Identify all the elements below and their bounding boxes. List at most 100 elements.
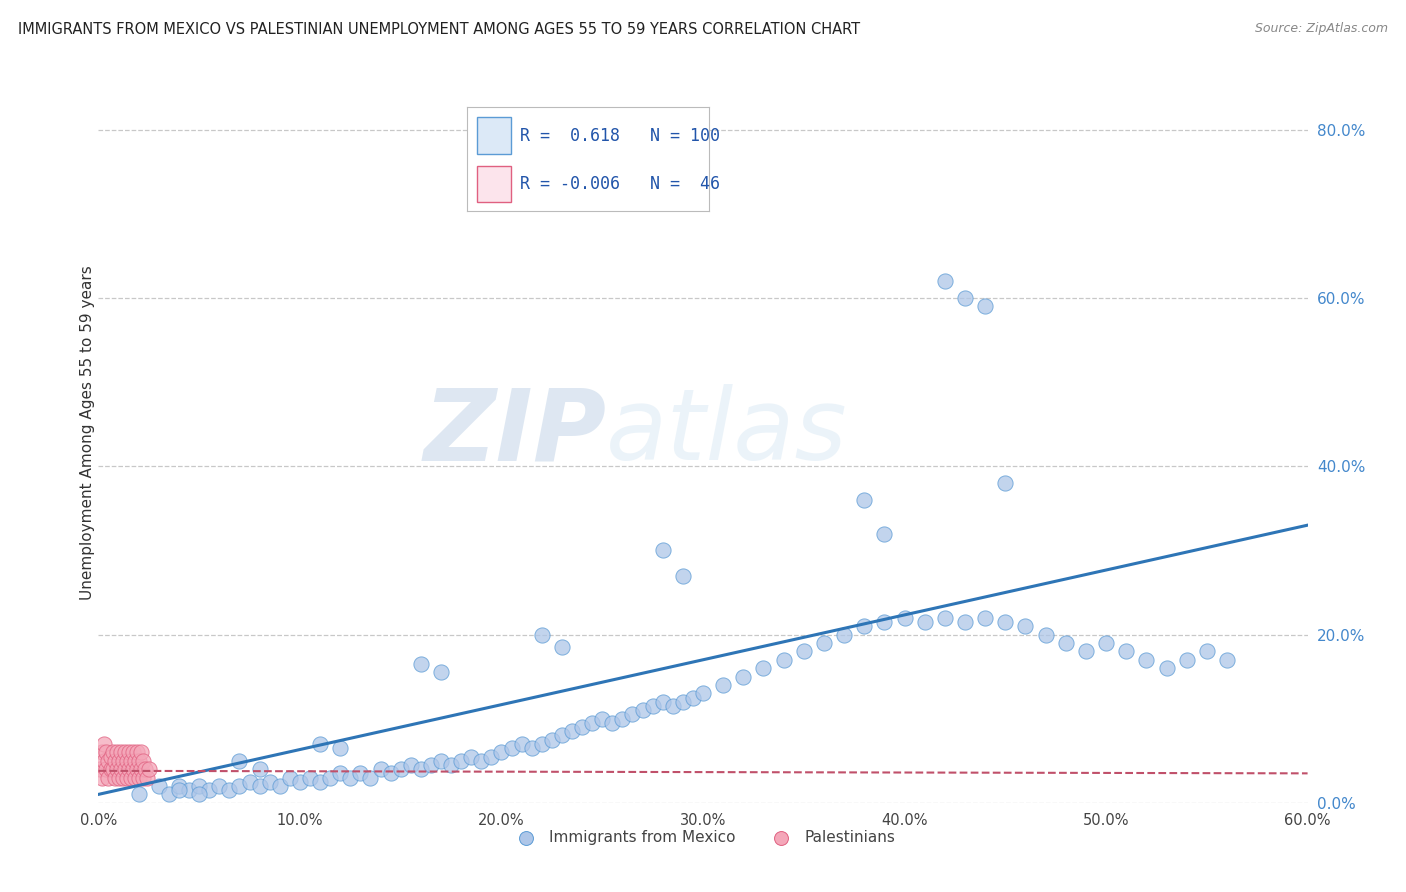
Point xyxy=(93,754,115,768)
Point xyxy=(96,745,118,759)
Point xyxy=(228,754,250,768)
Point xyxy=(218,783,240,797)
Point xyxy=(319,771,342,785)
Point xyxy=(1054,636,1077,650)
Point xyxy=(288,774,311,789)
Point xyxy=(129,762,152,776)
Point xyxy=(309,737,332,751)
Point xyxy=(120,754,142,768)
Point xyxy=(228,779,250,793)
Point xyxy=(118,762,141,776)
Point xyxy=(100,749,122,764)
Point xyxy=(1014,619,1036,633)
Point xyxy=(370,762,392,776)
Point xyxy=(1175,653,1198,667)
Point xyxy=(813,636,835,650)
Point xyxy=(612,712,634,726)
Point xyxy=(121,762,143,776)
Point xyxy=(132,771,155,785)
Point xyxy=(111,771,134,785)
Point xyxy=(349,766,371,780)
Point xyxy=(124,754,146,768)
Point xyxy=(125,762,148,776)
Point xyxy=(540,732,562,747)
Point xyxy=(179,783,201,797)
Point xyxy=(114,762,136,776)
Point xyxy=(135,771,157,785)
Point xyxy=(96,762,118,776)
Point xyxy=(450,754,472,768)
Point xyxy=(510,737,533,751)
Point xyxy=(188,788,211,802)
Point xyxy=(430,665,453,680)
Point xyxy=(188,779,211,793)
Point xyxy=(409,762,432,776)
Point xyxy=(631,703,654,717)
Point xyxy=(91,745,114,759)
Point xyxy=(953,615,976,629)
Point xyxy=(148,779,170,793)
Point xyxy=(114,745,136,759)
Point xyxy=(1035,627,1057,641)
Point xyxy=(91,771,114,785)
Point xyxy=(481,749,503,764)
Point xyxy=(107,771,129,785)
Point xyxy=(97,754,120,768)
Point xyxy=(157,788,180,802)
Point xyxy=(399,758,422,772)
Point xyxy=(259,774,281,789)
Y-axis label: Unemployment Among Ages 55 to 59 years: Unemployment Among Ages 55 to 59 years xyxy=(80,265,94,600)
Point xyxy=(409,657,432,671)
Point xyxy=(128,788,150,802)
Point xyxy=(551,729,574,743)
Point xyxy=(249,762,271,776)
Point xyxy=(339,771,361,785)
Point xyxy=(120,771,142,785)
Point xyxy=(934,610,956,624)
Point xyxy=(299,771,322,785)
Point xyxy=(672,695,695,709)
Point xyxy=(167,783,190,797)
Point xyxy=(581,715,603,730)
Point xyxy=(128,771,150,785)
Point xyxy=(124,771,146,785)
Point xyxy=(530,737,553,751)
Point xyxy=(101,745,124,759)
Point xyxy=(934,274,956,288)
Point xyxy=(128,754,150,768)
Point xyxy=(873,526,896,541)
Text: atlas: atlas xyxy=(606,384,848,481)
Point xyxy=(994,476,1017,491)
Text: Source: ZipAtlas.com: Source: ZipAtlas.com xyxy=(1254,22,1388,36)
Point xyxy=(1074,644,1097,658)
Point xyxy=(360,771,382,785)
Point xyxy=(1095,636,1118,650)
Point xyxy=(249,779,271,793)
Point xyxy=(115,754,138,768)
Point xyxy=(329,766,352,780)
Point xyxy=(651,695,673,709)
Point xyxy=(711,678,734,692)
Point xyxy=(329,741,352,756)
Point xyxy=(167,779,190,793)
Point xyxy=(561,724,583,739)
Point xyxy=(853,492,876,507)
Point xyxy=(602,715,624,730)
Point xyxy=(752,661,775,675)
Point xyxy=(239,774,262,789)
Point xyxy=(101,762,124,776)
Text: IMMIGRANTS FROM MEXICO VS PALESTINIAN UNEMPLOYMENT AMONG AGES 55 TO 59 YEARS COR: IMMIGRANTS FROM MEXICO VS PALESTINIAN UN… xyxy=(18,22,860,37)
Legend: Immigrants from Mexico, Palestinians: Immigrants from Mexico, Palestinians xyxy=(505,823,901,851)
Point xyxy=(733,670,755,684)
Point xyxy=(134,762,156,776)
Point xyxy=(125,745,148,759)
Point xyxy=(832,627,855,641)
Point xyxy=(621,707,644,722)
Point xyxy=(994,615,1017,629)
Point xyxy=(198,783,221,797)
Point xyxy=(93,737,115,751)
Point xyxy=(914,615,936,629)
Point xyxy=(121,745,143,759)
Point xyxy=(551,640,574,655)
Point xyxy=(591,712,613,726)
